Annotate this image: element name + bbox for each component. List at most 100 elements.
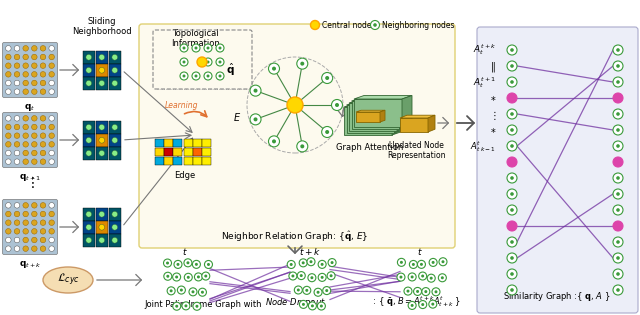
Circle shape — [86, 54, 92, 60]
Circle shape — [510, 272, 514, 276]
Circle shape — [269, 136, 280, 147]
Circle shape — [310, 20, 319, 30]
Bar — [95, 77, 108, 89]
Bar — [83, 51, 95, 64]
Circle shape — [613, 189, 623, 199]
Circle shape — [308, 274, 316, 282]
Circle shape — [195, 75, 198, 77]
Bar — [400, 118, 428, 132]
Circle shape — [613, 77, 623, 87]
Circle shape — [429, 277, 433, 280]
Circle shape — [197, 275, 200, 278]
Circle shape — [14, 246, 20, 251]
Circle shape — [40, 89, 46, 94]
Circle shape — [198, 288, 207, 296]
FancyBboxPatch shape — [3, 112, 58, 168]
Circle shape — [207, 60, 209, 64]
Circle shape — [253, 89, 257, 93]
Circle shape — [49, 124, 54, 130]
Bar — [109, 208, 121, 220]
Circle shape — [510, 208, 514, 212]
Circle shape — [207, 263, 210, 266]
Text: $\mathit{Node\ Dropout}$: $\mathit{Node\ Dropout}$ — [265, 296, 326, 309]
Circle shape — [321, 263, 324, 266]
Circle shape — [204, 44, 212, 52]
Circle shape — [23, 246, 28, 251]
Polygon shape — [354, 95, 412, 99]
Circle shape — [300, 62, 304, 66]
Circle shape — [432, 288, 440, 296]
Polygon shape — [392, 104, 402, 135]
Polygon shape — [349, 100, 407, 103]
Circle shape — [184, 304, 188, 307]
Circle shape — [507, 253, 517, 263]
Circle shape — [40, 159, 46, 164]
Circle shape — [269, 63, 280, 74]
Bar — [83, 234, 95, 247]
Circle shape — [6, 133, 11, 138]
Circle shape — [321, 276, 324, 279]
Circle shape — [6, 63, 11, 68]
Circle shape — [195, 263, 198, 266]
Circle shape — [323, 287, 331, 295]
Circle shape — [218, 60, 221, 64]
Circle shape — [331, 261, 333, 264]
Circle shape — [613, 93, 623, 103]
Bar — [354, 99, 402, 127]
Circle shape — [31, 89, 37, 94]
Circle shape — [86, 224, 92, 230]
Bar — [109, 234, 121, 247]
Circle shape — [31, 203, 37, 208]
Circle shape — [616, 144, 620, 148]
Circle shape — [413, 287, 422, 295]
Circle shape — [318, 261, 326, 268]
Circle shape — [40, 46, 46, 51]
Circle shape — [397, 258, 405, 266]
Circle shape — [193, 261, 200, 268]
Circle shape — [6, 80, 11, 86]
Text: $\|$: $\|$ — [490, 60, 496, 74]
Circle shape — [31, 159, 37, 164]
Polygon shape — [428, 115, 435, 132]
Circle shape — [191, 290, 195, 293]
Bar — [202, 157, 211, 165]
Circle shape — [23, 54, 28, 60]
Bar — [164, 139, 173, 147]
Circle shape — [193, 302, 201, 310]
Circle shape — [31, 246, 37, 251]
Circle shape — [250, 85, 261, 96]
Bar — [344, 107, 392, 135]
Text: $\mathbf{q}_{t+1}$: $\mathbf{q}_{t+1}$ — [19, 172, 41, 183]
Circle shape — [180, 289, 183, 292]
Circle shape — [412, 263, 415, 266]
Circle shape — [112, 137, 118, 143]
Circle shape — [507, 157, 517, 167]
Circle shape — [311, 304, 314, 307]
Circle shape — [371, 20, 380, 30]
Circle shape — [170, 289, 173, 292]
Text: $\hat{\mathbf{q}}$: $\hat{\mathbf{q}}$ — [226, 62, 234, 78]
Circle shape — [6, 203, 11, 208]
Circle shape — [40, 220, 46, 226]
Circle shape — [613, 221, 623, 231]
Text: $\mathcal{L}_{cyc}$: $\mathcal{L}_{cyc}$ — [56, 272, 79, 288]
Circle shape — [299, 259, 307, 267]
Circle shape — [23, 63, 28, 68]
Bar — [202, 147, 211, 156]
Circle shape — [14, 141, 20, 147]
Circle shape — [507, 141, 517, 151]
Circle shape — [195, 273, 202, 281]
Bar — [83, 121, 95, 134]
Circle shape — [112, 80, 118, 86]
Text: $A_t^{t+1}$: $A_t^{t+1}$ — [473, 76, 496, 90]
Circle shape — [216, 44, 224, 52]
Circle shape — [291, 274, 294, 278]
Circle shape — [507, 285, 517, 295]
Circle shape — [173, 302, 180, 310]
Polygon shape — [356, 110, 385, 112]
Circle shape — [207, 75, 209, 77]
Circle shape — [408, 273, 416, 281]
Bar — [202, 139, 211, 147]
Text: : { $\bar{\mathbf{q}}$, $B = A_t^{t+k} A_{t+k}^t$ }: : { $\bar{\mathbf{q}}$, $B = A_t^{t+k} A… — [370, 294, 461, 309]
Circle shape — [404, 287, 412, 295]
